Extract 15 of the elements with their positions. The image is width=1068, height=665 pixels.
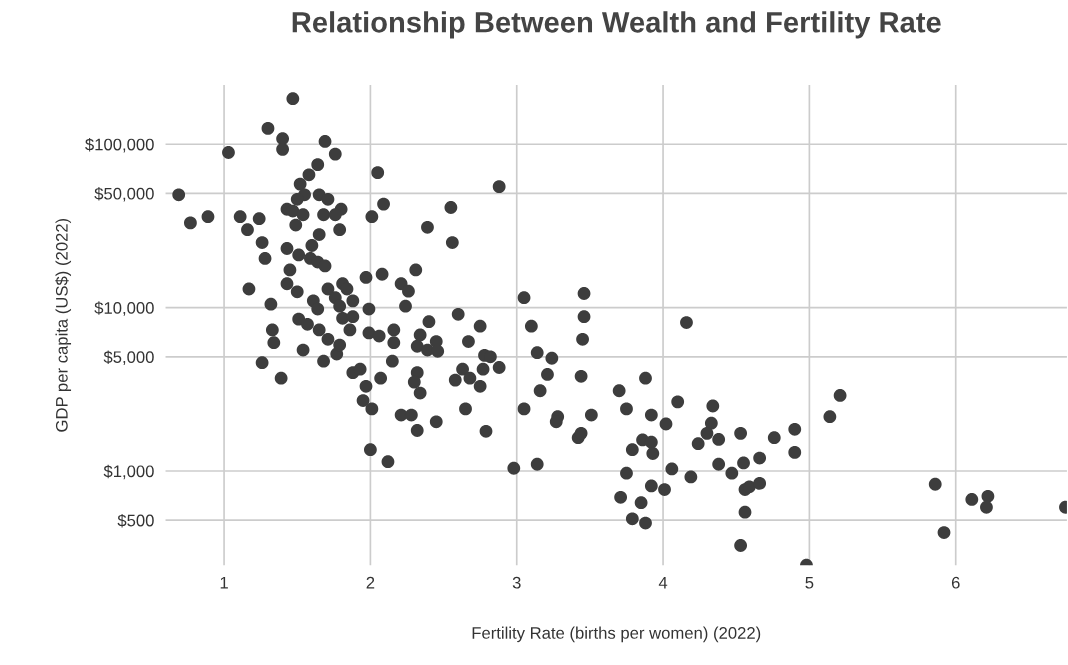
y-tick-label: $10,000 — [94, 301, 154, 316]
y-tick-label: $100,000 — [85, 137, 154, 153]
x-axis-title: Fertility Rate (births per women) (2022) — [472, 626, 761, 643]
y-axis-title: GDP per capita (US$) (2022) — [55, 218, 72, 432]
y-tick-label: $5,000 — [103, 350, 154, 365]
x-tick-label: 2 — [366, 576, 375, 589]
x-tick-label: 6 — [951, 576, 960, 589]
x-tick-label: 3 — [512, 576, 521, 589]
x-tick-label: 5 — [805, 576, 814, 589]
y-tick-label: $1,000 — [103, 464, 154, 480]
y-tick-label: $500 — [117, 513, 154, 528]
y-tick-label: $50,000 — [94, 187, 154, 202]
x-tick-label: 1 — [220, 576, 228, 589]
chart-title: Relationship Between Wealth and Fertility Rate — [292, 11, 941, 39]
x-tick-label: 4 — [658, 576, 668, 589]
